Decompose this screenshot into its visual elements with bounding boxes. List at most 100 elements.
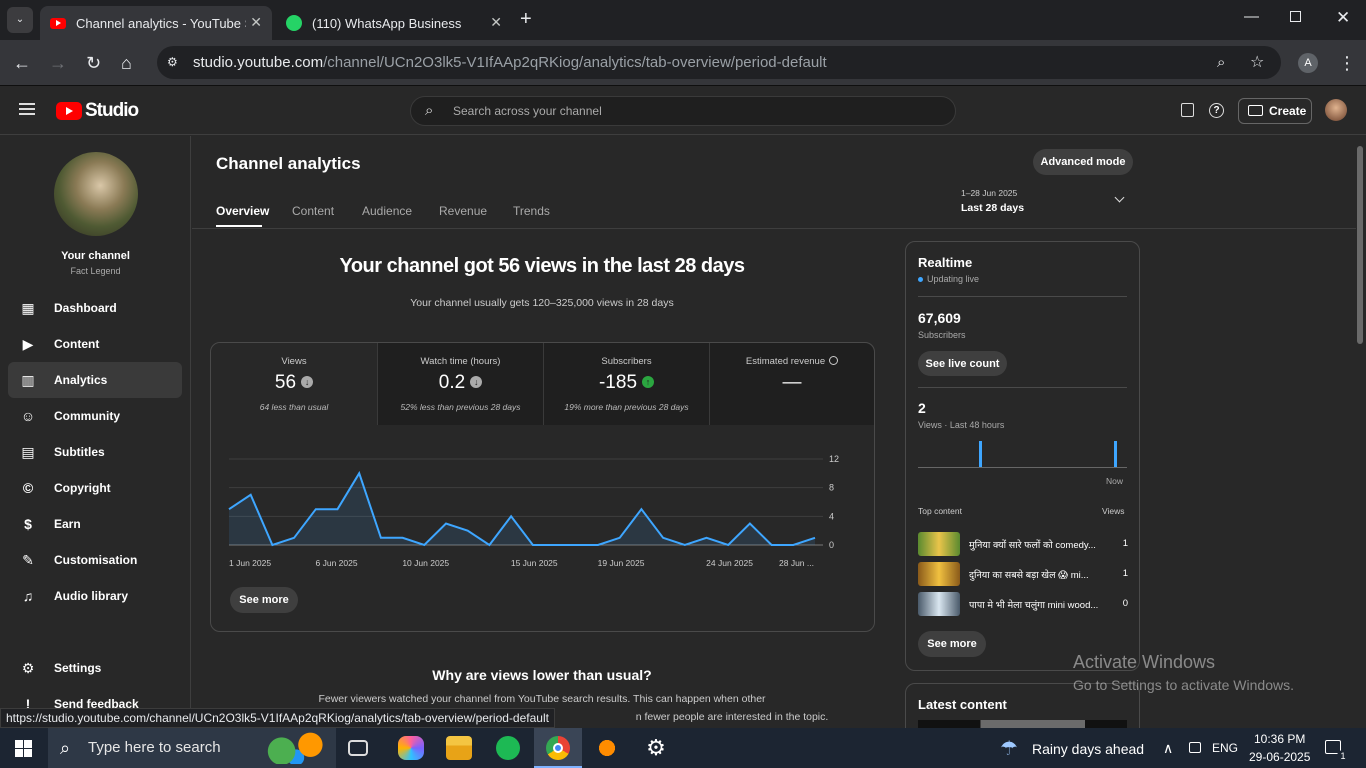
forward-arrow-icon[interactable]: →	[49, 53, 67, 73]
notifications-icon[interactable]	[1325, 740, 1341, 754]
zoom-icon[interactable]: ⌕	[1217, 54, 1226, 71]
realtime-see-more-button[interactable]: See more	[918, 631, 986, 657]
metric-views[interactable]: Views 56 ↓ 64 less than usual	[211, 343, 377, 425]
data-point[interactable]	[549, 539, 561, 551]
channel-avatar[interactable]	[54, 152, 138, 236]
clock-date[interactable]: 29-06-2025	[1249, 750, 1311, 764]
close-window-icon[interactable]: ✕	[1336, 8, 1351, 27]
sidebar-item-customisation[interactable]: ✎ Customisation	[8, 542, 182, 578]
tab-trends[interactable]: Trends	[513, 204, 550, 218]
tab-whatsapp[interactable]: (110) WhatsApp Business ✕	[276, 6, 512, 40]
minimize-icon[interactable]: —	[1244, 8, 1259, 25]
date-range-picker[interactable]: 1–28 Jun 2025 Last 28 days	[961, 186, 1133, 218]
see-more-button[interactable]: See more	[230, 587, 298, 613]
tab-content[interactable]: Content	[292, 204, 335, 218]
data-point[interactable]	[657, 532, 669, 544]
advanced-mode-button[interactable]: Advanced mode	[1033, 149, 1133, 175]
close-tab-icon[interactable]: ✕	[250, 14, 262, 30]
tray-chevron-up-icon[interactable]: ∧	[1163, 740, 1174, 756]
data-point[interactable]	[288, 532, 300, 544]
data-point[interactable]	[679, 539, 691, 551]
data-point[interactable]	[353, 467, 365, 479]
data-point[interactable]	[592, 539, 604, 551]
weather-text[interactable]: Rainy days ahead	[1032, 741, 1145, 757]
data-point[interactable]	[635, 503, 647, 515]
spotify-icon[interactable]	[496, 736, 520, 760]
reload-icon[interactable]: ↻	[86, 53, 102, 73]
copilot-icon[interactable]	[398, 736, 424, 760]
latest-content-thumbnail[interactable]	[918, 720, 1127, 728]
sidebar-item-analytics[interactable]: ▥ Analytics	[8, 362, 182, 398]
sidebar-item-settings[interactable]: ⚙ Settings	[8, 650, 182, 686]
data-point[interactable]	[527, 539, 539, 551]
metric-watch-time-hours[interactable]: Watch time (hours) 0.2 ↓ 52% less than prev…	[377, 343, 543, 425]
language-indicator[interactable]: ENG	[1212, 741, 1239, 755]
data-point[interactable]	[809, 532, 821, 544]
channel-search-input[interactable]: ⌕ Search across your channel	[410, 96, 956, 126]
sidebar-item-earn[interactable]: $ Earn	[8, 506, 182, 542]
top-content-row[interactable]: मुनिया क्यों सारे फलों को comedy... 1	[918, 532, 1128, 556]
top-content-row[interactable]: पापा मे भी मेला चलुंगा mini wood... 0	[918, 592, 1128, 616]
data-point[interactable]	[397, 532, 409, 544]
data-point[interactable]	[483, 539, 495, 551]
page-scrollbar[interactable]	[1357, 146, 1363, 344]
tab-revenue[interactable]: Revenue	[439, 204, 488, 218]
taskbar-search-input[interactable]: ⌕ Type here to search	[48, 728, 336, 768]
data-point[interactable]	[700, 532, 712, 544]
sidebar-item-dashboard[interactable]: ▦ Dashboard	[8, 290, 182, 326]
fl-studio-icon[interactable]	[594, 736, 620, 760]
sidebar-item-audio-library[interactable]: ♫ Audio library	[8, 578, 182, 614]
close-tab-icon[interactable]: ✕	[490, 14, 502, 30]
data-point[interactable]	[245, 489, 257, 501]
sidebar-item-copyright[interactable]: © Copyright	[8, 470, 182, 506]
new-tab-button[interactable]: +	[520, 8, 532, 30]
hamburger-menu-icon[interactable]	[19, 103, 35, 115]
browser-menu-icon[interactable]: ⋮	[1338, 53, 1356, 73]
windows-start-icon[interactable]	[15, 740, 32, 757]
sidebar-item-feedback[interactable]: ! Send feedback	[8, 686, 182, 722]
create-button[interactable]: Create	[1238, 98, 1312, 124]
data-point[interactable]	[310, 503, 322, 515]
info-icon[interactable]	[829, 356, 839, 365]
address-bar[interactable]: ⚙ studio.youtube.com/channel/UCn2O3lk5-V1…	[157, 46, 1281, 79]
data-point[interactable]	[766, 539, 778, 551]
restore-icon[interactable]	[1290, 11, 1301, 22]
data-point[interactable]	[418, 539, 430, 551]
file-explorer-icon[interactable]	[446, 736, 472, 760]
data-point[interactable]	[332, 503, 344, 515]
home-icon[interactable]: ⌂	[121, 53, 132, 73]
bookmark-star-icon[interactable]: ☆	[1250, 54, 1265, 71]
tab-audience[interactable]: Audience	[362, 204, 413, 218]
data-point[interactable]	[505, 510, 517, 522]
site-info-icon[interactable]: ⚙	[167, 55, 178, 69]
sidebar-item-content[interactable]: ▶ Content	[8, 326, 182, 362]
data-point[interactable]	[614, 532, 626, 544]
data-point[interactable]	[744, 518, 756, 530]
tab-youtube-studio[interactable]: Channel analytics - YouTube Studio ✕	[40, 6, 272, 40]
task-view-icon[interactable]	[348, 740, 368, 756]
sidebar-item-community[interactable]: ☺ Community	[8, 398, 182, 434]
help-icon[interactable]: ?	[1209, 103, 1224, 118]
data-point[interactable]	[787, 539, 799, 551]
meet-now-icon[interactable]	[1189, 742, 1201, 753]
tab-overview[interactable]: Overview	[216, 204, 270, 218]
data-point[interactable]	[570, 539, 582, 551]
metric-estimated-revenue[interactable]: Estimated revenue —	[709, 343, 874, 425]
settings-app-icon[interactable]: ⚙	[646, 735, 666, 760]
metric-subscribers[interactable]: Subscribers -185 ↑ 19% more than previous 2…	[543, 343, 709, 425]
tab-search-button[interactable]: ⌄	[7, 7, 33, 33]
account-avatar[interactable]	[1325, 99, 1347, 121]
chrome-taskbar-button[interactable]	[534, 728, 582, 768]
studio-logo[interactable]: Studio	[56, 100, 139, 122]
data-point[interactable]	[722, 539, 734, 551]
feedback-icon[interactable]	[1181, 103, 1194, 117]
data-point[interactable]	[375, 532, 387, 544]
top-content-row[interactable]: दुनिया का सबसे बड़ा खेल 😱 mi... 1	[918, 562, 1128, 586]
see-live-count-button[interactable]: See live count	[918, 351, 1007, 376]
clock-time[interactable]: 10:36 PM	[1254, 732, 1306, 746]
profile-avatar[interactable]: A	[1298, 53, 1318, 73]
data-point[interactable]	[223, 503, 235, 515]
data-point[interactable]	[266, 539, 278, 551]
back-arrow-icon[interactable]: ←	[13, 53, 31, 73]
sidebar-item-subtitles[interactable]: ▤ Subtitles	[8, 434, 182, 470]
